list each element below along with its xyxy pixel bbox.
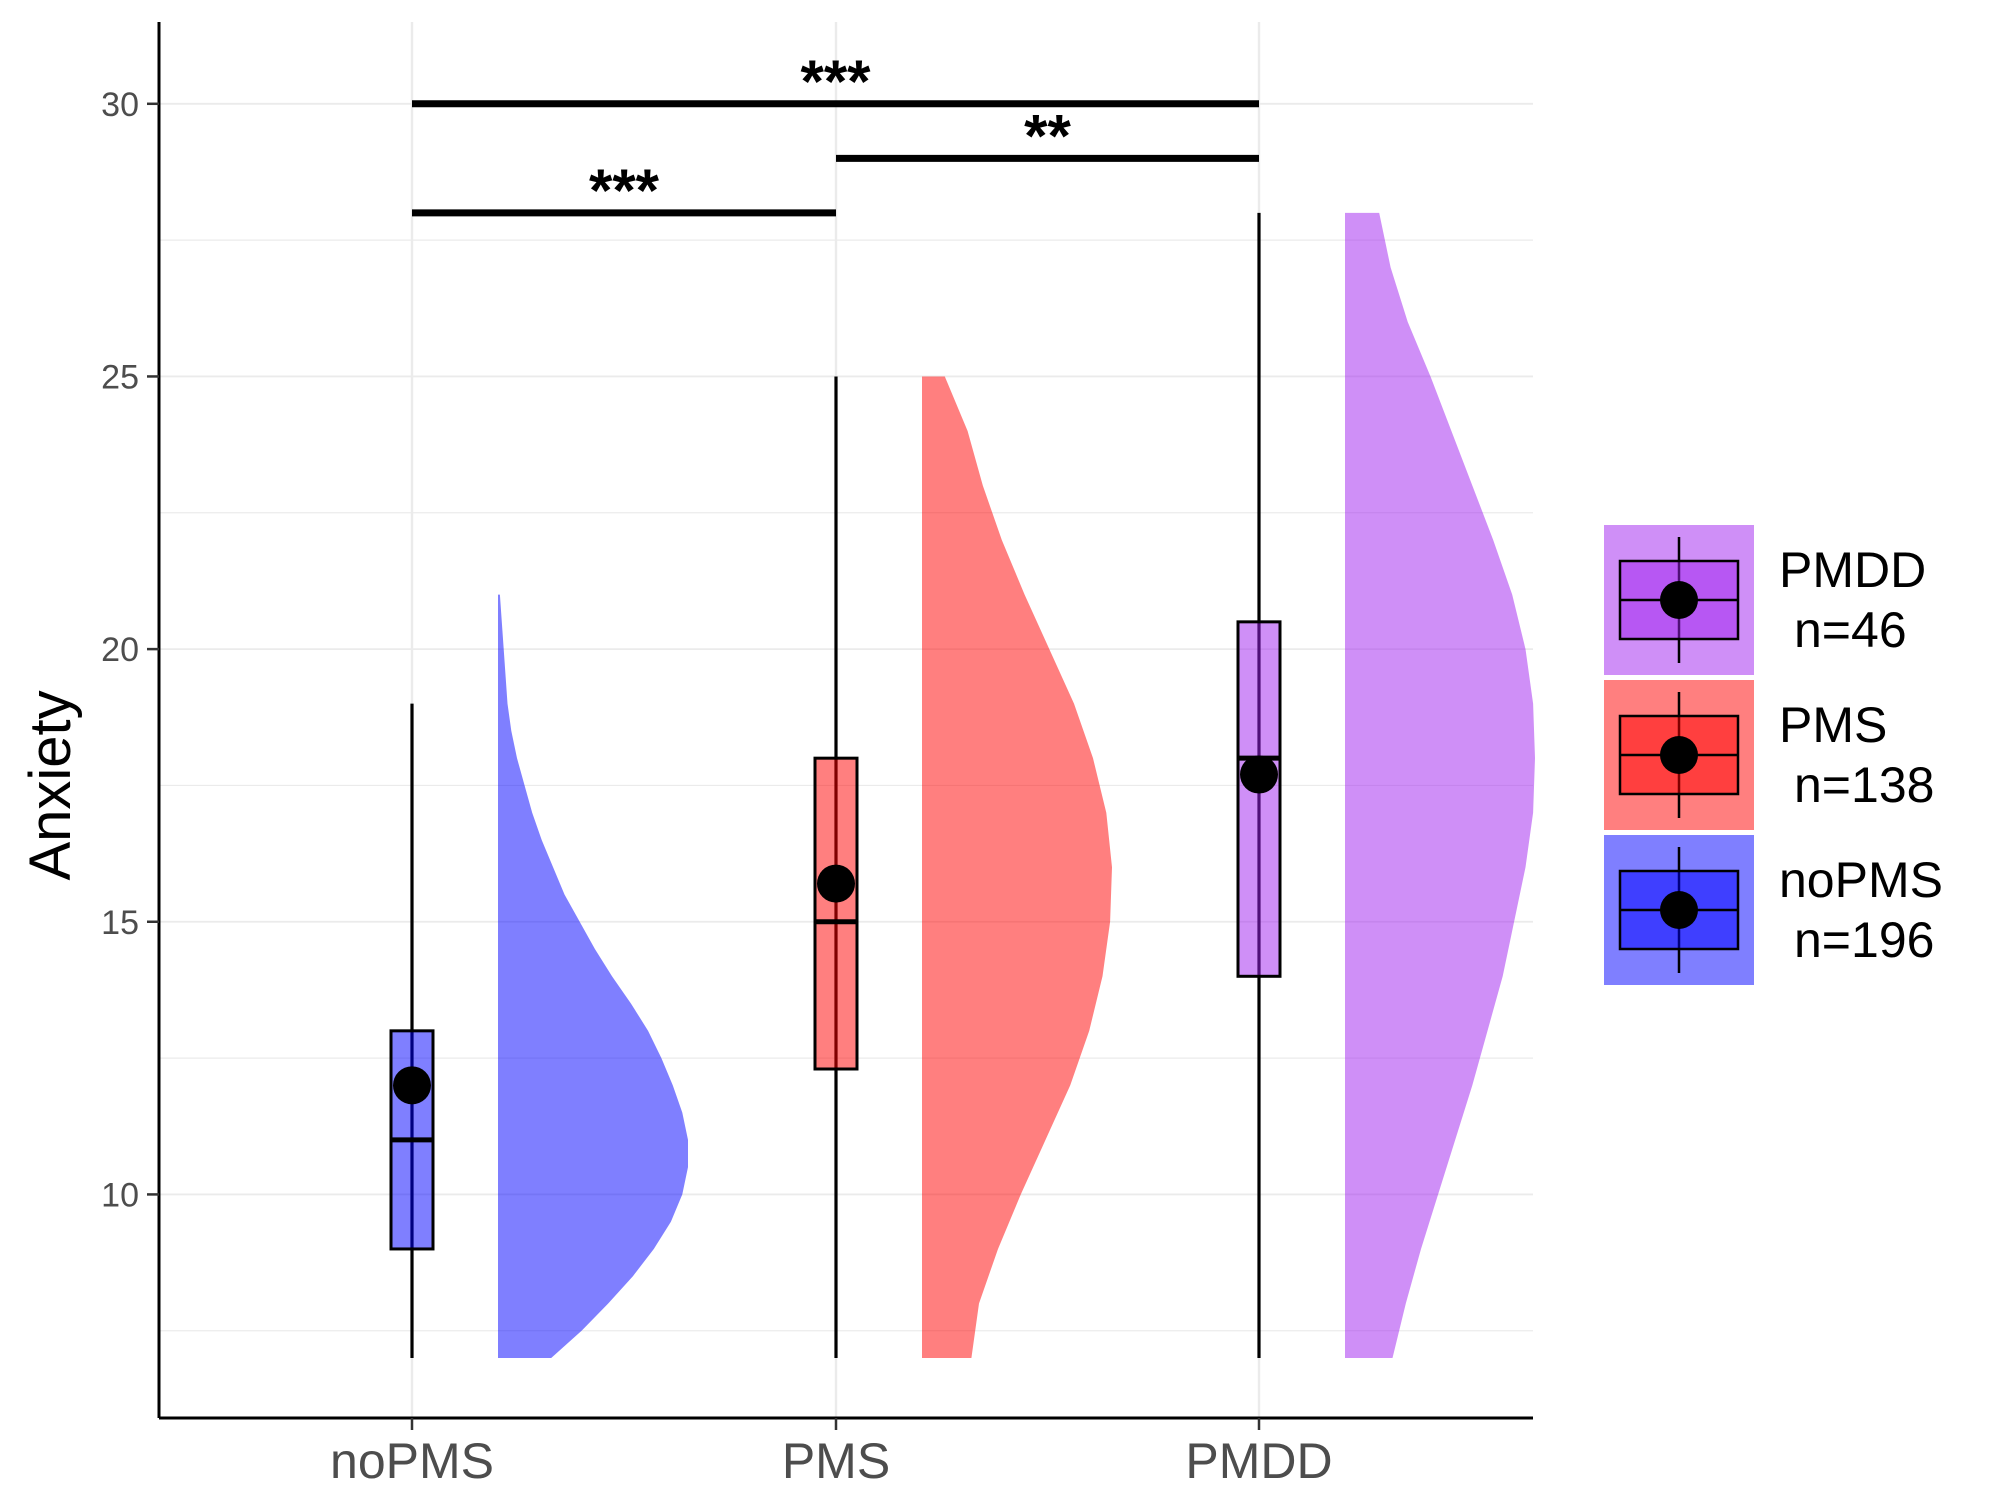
y-tick-label: 10 — [101, 1176, 139, 1214]
violin-pmdd — [1345, 212, 1535, 1359]
y-tick-label: 25 — [101, 358, 139, 396]
y-tick-label: 30 — [101, 86, 139, 124]
violin-nopms — [498, 594, 688, 1359]
legend-key-mean — [1660, 891, 1698, 929]
legend-label: PMDD — [1779, 542, 1926, 598]
legend-key-mean — [1660, 581, 1698, 619]
violin-pms — [922, 376, 1112, 1359]
grid-layer — [159, 22, 1533, 1418]
significance-brackets: ******** — [412, 48, 1259, 224]
mean-point-pmdd — [1240, 755, 1278, 794]
box-pms — [813, 756, 859, 1071]
y-tick-label: 15 — [101, 904, 139, 942]
box-pmdd — [1236, 620, 1282, 978]
legend-key-mean — [1660, 736, 1698, 774]
half-violins — [498, 212, 1535, 1359]
x-tick-label: noPMS — [330, 1433, 494, 1489]
legend-count: n=46 — [1794, 602, 1907, 658]
significance-label: *** — [800, 48, 871, 115]
boxplots — [389, 212, 1282, 1359]
x-tick-label: PMDD — [1185, 1433, 1332, 1489]
mean-point-nopms — [393, 1066, 431, 1105]
x-tick-label: PMS — [782, 1433, 890, 1489]
y-axis-title: Anxiety — [18, 690, 83, 880]
legend-count: n=196 — [1794, 912, 1934, 968]
significance-label: *** — [589, 157, 660, 224]
legend-count: n=138 — [1794, 757, 1934, 813]
y-tick-label: 20 — [101, 631, 139, 669]
mean-point-pms — [817, 864, 855, 903]
significance-label: ** — [1024, 102, 1071, 169]
axes: 10 15 20 25 30 noPMS PMS PMDD Anxiety — [18, 22, 1533, 1489]
legend-label: noPMS — [1779, 852, 1943, 908]
legend-label: PMS — [1779, 697, 1887, 753]
